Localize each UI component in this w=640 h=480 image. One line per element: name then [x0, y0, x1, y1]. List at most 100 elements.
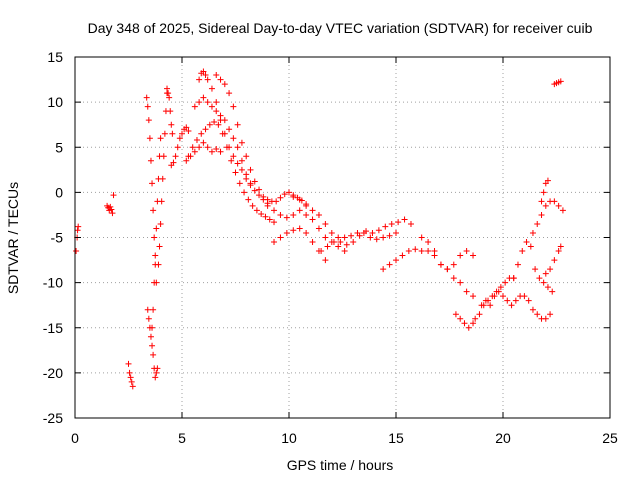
data-point: [143, 94, 150, 101]
data-point: [380, 234, 387, 241]
data-point: [457, 315, 464, 322]
data-point: [363, 228, 370, 235]
data-point: [156, 243, 163, 250]
data-point: [271, 207, 278, 214]
data-point: [380, 266, 387, 273]
data-point: [256, 192, 263, 199]
x-tick-label: 0: [71, 430, 79, 446]
data-point: [348, 232, 355, 239]
data-point: [431, 252, 438, 259]
data-point: [350, 239, 357, 246]
series-arc-early-3: [125, 360, 136, 390]
series-arc-k: [213, 72, 310, 208]
data-point: [230, 153, 237, 160]
data-point: [538, 198, 545, 205]
data-point: [463, 288, 470, 295]
data-point: [461, 320, 468, 327]
data-point: [555, 202, 562, 209]
data-point: [151, 234, 158, 241]
data-point: [236, 180, 243, 187]
data-point: [470, 320, 477, 327]
data-point: [260, 193, 267, 200]
data-point: [536, 275, 543, 282]
data-point: [107, 203, 114, 210]
data-point: [174, 144, 181, 151]
data-point: [497, 284, 504, 291]
data-point: [144, 306, 151, 313]
chart-title: Day 348 of 2025, Sidereal Day-to-day VTE…: [88, 20, 593, 36]
y-tick-label: -10: [43, 275, 63, 291]
data-point: [405, 248, 412, 255]
data-point: [125, 360, 132, 367]
data-point: [534, 220, 541, 227]
data-point: [322, 257, 329, 264]
data-point: [161, 130, 168, 137]
data-point: [165, 90, 172, 97]
data-point: [356, 232, 363, 239]
data-point: [532, 266, 539, 273]
data-point: [472, 315, 479, 322]
data-point: [208, 103, 215, 110]
data-point: [547, 266, 554, 273]
data-point: [200, 139, 207, 146]
data-point: [166, 94, 173, 101]
data-point: [251, 187, 258, 194]
data-point: [191, 103, 198, 110]
series-arc-r: [425, 248, 477, 300]
data-point: [343, 241, 350, 248]
data-point: [249, 202, 256, 209]
data-point: [281, 191, 288, 198]
data-point: [228, 157, 235, 164]
data-point: [542, 270, 549, 277]
data-point: [208, 85, 215, 92]
y-tick-label: -5: [51, 230, 64, 246]
x-tick-label: 5: [178, 430, 186, 446]
data-point: [150, 207, 157, 214]
data-point: [407, 220, 414, 227]
series-arc-h: [185, 118, 278, 226]
data-point: [542, 202, 549, 209]
data-point: [73, 248, 80, 255]
data-point: [217, 76, 224, 83]
series-arc-late: [551, 78, 564, 88]
data-point: [217, 112, 224, 119]
data-point: [538, 211, 545, 218]
data-point: [264, 196, 271, 203]
data-point: [303, 202, 310, 209]
data-point: [234, 144, 241, 151]
data-point: [277, 194, 284, 201]
data-point: [373, 236, 380, 243]
data-point: [510, 275, 517, 282]
series-arc-c: [149, 135, 164, 331]
data-point: [204, 99, 211, 106]
data-point: [457, 252, 464, 259]
data-point: [512, 297, 519, 304]
data-point: [219, 130, 226, 137]
series-arc-y: [538, 177, 551, 205]
data-point: [322, 220, 329, 227]
data-point: [549, 288, 556, 295]
data-point: [146, 135, 153, 142]
data-point: [247, 166, 254, 173]
series-arc-a: [143, 94, 160, 286]
data-point: [172, 153, 179, 160]
data-point: [315, 211, 322, 218]
data-point: [187, 153, 194, 160]
data-point: [337, 239, 344, 246]
data-point: [149, 180, 156, 187]
data-point: [303, 211, 310, 218]
data-point: [198, 130, 205, 137]
x-tick-label: 10: [281, 430, 297, 446]
data-point: [221, 117, 228, 124]
y-tick-label: 0: [55, 184, 63, 200]
data-point: [341, 248, 348, 255]
data-point: [185, 128, 192, 135]
data-point: [330, 239, 337, 246]
data-point: [418, 248, 425, 255]
data-point: [452, 311, 459, 318]
data-point: [335, 243, 342, 250]
data-point: [204, 144, 211, 151]
data-point: [213, 99, 220, 106]
data-point: [388, 220, 395, 227]
data-point: [157, 220, 164, 227]
